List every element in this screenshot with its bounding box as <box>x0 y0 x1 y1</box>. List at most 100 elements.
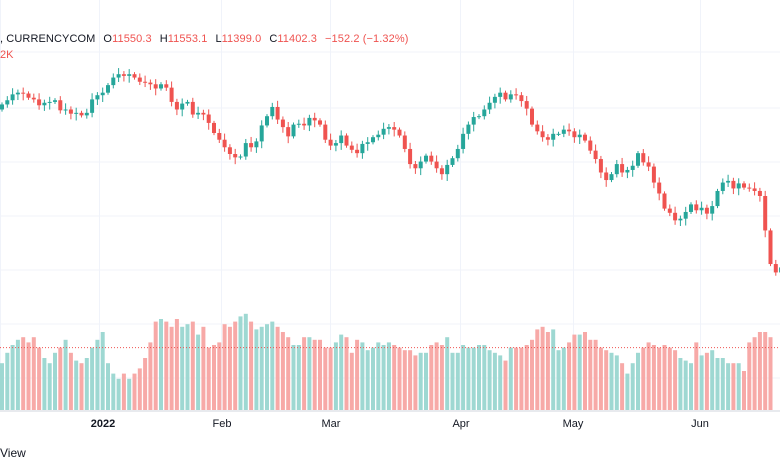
candle-body <box>646 162 651 167</box>
volume-bar <box>333 342 338 410</box>
candle-body <box>683 211 688 219</box>
candle-body <box>206 114 211 123</box>
candle-body <box>386 127 391 129</box>
volume-bar <box>567 342 572 410</box>
volume-legend-value: 2K <box>0 49 14 61</box>
candle-body <box>21 92 26 94</box>
volume-bar <box>312 339 317 410</box>
volume-bar <box>132 373 137 410</box>
candle-body <box>588 140 593 151</box>
low-label: L <box>215 33 222 45</box>
volume-bar <box>471 347 476 410</box>
volume-bar <box>280 332 285 410</box>
volume-bar <box>84 358 89 410</box>
candle-body <box>439 168 444 175</box>
candle-body <box>699 207 704 211</box>
candle-body <box>58 100 63 111</box>
candle-body <box>217 133 222 140</box>
candle-body <box>291 124 296 137</box>
volume-bar <box>742 371 746 410</box>
volume-bar <box>371 347 375 410</box>
volume-bar <box>360 342 365 410</box>
candle-body <box>424 155 428 162</box>
view-label[interactable]: View <box>0 446 26 460</box>
low-value: 11399.0 <box>221 33 262 45</box>
volume-bar <box>646 342 651 410</box>
candle-body <box>302 123 307 126</box>
volume-bar <box>376 342 381 410</box>
volume-bar <box>455 352 460 410</box>
candle-body <box>227 147 232 154</box>
candle-body <box>254 141 259 148</box>
volume-bar <box>408 350 413 410</box>
candle-body <box>710 206 715 214</box>
volume-bar <box>636 352 640 410</box>
candle-body <box>159 84 163 89</box>
candle-body <box>413 164 418 169</box>
volume-bar <box>482 345 487 410</box>
volume-bar <box>339 334 344 410</box>
volume-bar <box>275 326 280 410</box>
volume-bar <box>662 345 667 410</box>
candle-body <box>100 92 105 96</box>
volume-bar <box>381 345 386 410</box>
candle-body <box>726 180 731 183</box>
volume-bar <box>424 352 428 410</box>
volume-bar <box>583 332 587 410</box>
volume-bar <box>461 345 466 410</box>
candle-body <box>339 135 344 144</box>
volume-bar <box>519 347 524 410</box>
candle-body <box>307 117 312 126</box>
volume-bar <box>572 334 577 410</box>
candle-body <box>174 101 179 110</box>
candle-body <box>323 124 328 140</box>
volume-bar <box>169 326 174 410</box>
volume-bar <box>508 347 513 410</box>
candle-body <box>715 190 720 207</box>
candle-body <box>249 143 254 148</box>
volume-bar <box>689 363 693 410</box>
volume-bar <box>153 321 158 410</box>
candle-body <box>492 96 497 103</box>
candle-body <box>355 149 360 154</box>
volume-bar <box>148 342 153 410</box>
candle-body <box>360 143 365 154</box>
volume-bar <box>445 337 450 410</box>
candle-body <box>328 139 333 146</box>
candle-body <box>641 153 646 163</box>
volume-bar <box>651 345 656 410</box>
volume-bar <box>694 342 699 410</box>
candle-body <box>222 139 227 148</box>
volume-bar <box>386 342 391 410</box>
candle-body <box>196 112 201 115</box>
candle-body <box>625 169 630 173</box>
volume-bar <box>434 342 439 410</box>
volume-bar <box>657 347 662 410</box>
volume-bar <box>58 347 63 410</box>
candle-body <box>143 81 148 83</box>
volume-bar <box>68 352 73 410</box>
volume-bar <box>100 332 105 410</box>
candle-body <box>593 150 598 160</box>
candle-body <box>169 87 174 102</box>
candle-body <box>673 212 678 221</box>
volume-bar <box>609 352 614 410</box>
volume-bar <box>752 337 757 410</box>
candle-body <box>312 117 317 121</box>
volume-bar <box>402 350 407 410</box>
candle-body <box>455 148 460 159</box>
candle-body <box>349 145 354 150</box>
candle-body <box>757 190 762 196</box>
volume-bar <box>254 329 259 410</box>
volume-bar <box>365 350 370 410</box>
candle-body <box>371 137 375 143</box>
candlesticks <box>0 68 780 276</box>
volume-bar <box>31 337 36 410</box>
candle-body <box>392 127 397 130</box>
candle-body <box>190 101 195 115</box>
volume-bar <box>196 334 201 410</box>
candle-body <box>212 122 216 133</box>
volume-bar <box>477 345 481 410</box>
candle-body <box>275 106 280 120</box>
